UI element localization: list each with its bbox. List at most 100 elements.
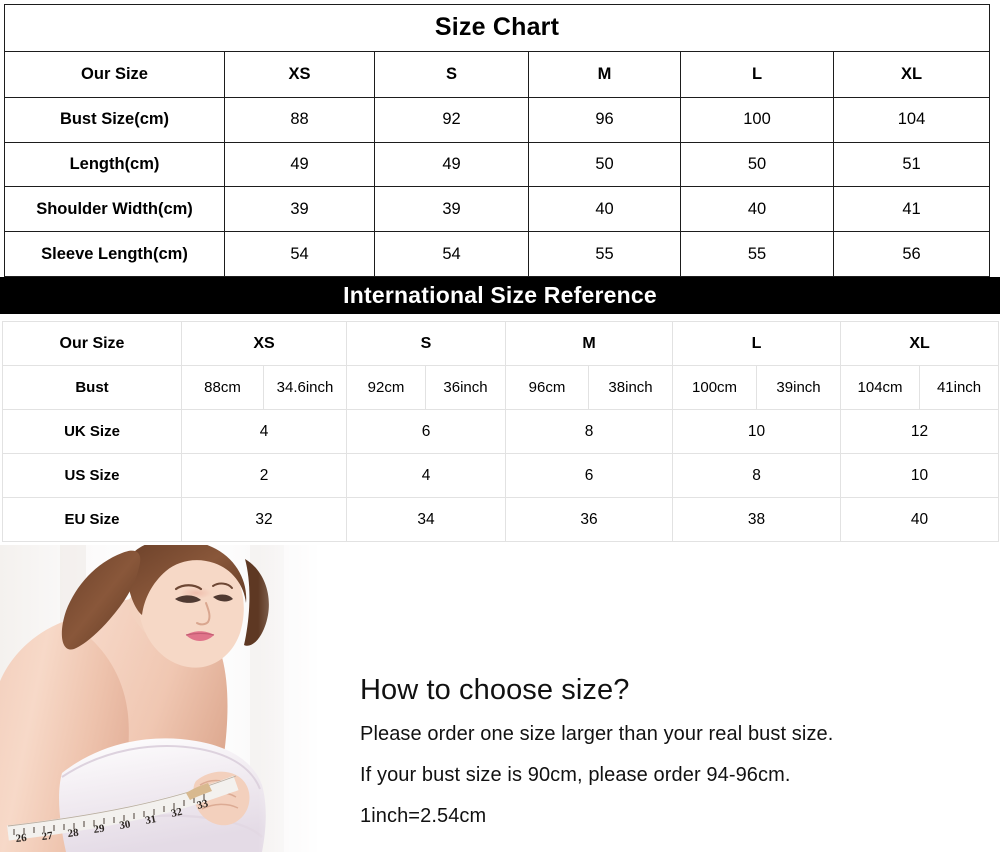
table-cell: 40	[528, 186, 681, 233]
eye-icon	[175, 595, 201, 603]
finger-line	[201, 803, 239, 810]
how-to-line: 1inch=2.54cm	[360, 805, 487, 827]
table-cell: 100	[680, 96, 834, 143]
international-size-banner: International Size Reference	[0, 277, 1000, 314]
size-chart-header-row: Our Size XS S M L XL	[4, 50, 991, 98]
table-cell: 10	[840, 453, 1000, 498]
column-header-xl: XL	[840, 321, 1000, 366]
table-cell: 8	[505, 409, 674, 454]
column-header-l: L	[680, 50, 834, 98]
table-cell: 6	[505, 453, 674, 498]
svg-text:27: 27	[41, 830, 54, 843]
table-cell: 104	[832, 96, 991, 143]
svg-text:33: 33	[196, 797, 210, 812]
table-row: US Size 2 4 6 8 10	[2, 453, 1000, 498]
table-cell: 40	[840, 497, 1000, 542]
eyebrow-icon	[212, 582, 233, 589]
table-cell-bust-inch: 36inch	[424, 365, 507, 410]
column-header-xl: XL	[832, 50, 991, 98]
table-cell-bust-cm: 96cm	[505, 365, 590, 410]
table-cell: 50	[680, 141, 834, 188]
table-row: Bust Size(cm) 88 92 96 100 104	[4, 96, 991, 143]
measuring-bust-photo: 26 27 28 29 30 31 32 33	[0, 545, 320, 852]
eyebrow-icon	[174, 584, 203, 591]
column-header-m: M	[505, 321, 674, 366]
svg-text:30: 30	[119, 818, 132, 832]
measuring-bust-illustration: 26 27 28 29 30 31 32 33	[0, 545, 320, 852]
column-header-our-size: Our Size	[4, 50, 225, 98]
lip-line	[185, 632, 215, 636]
svg-text:26: 26	[15, 832, 28, 845]
hair-shape	[127, 545, 247, 615]
head-shape	[135, 545, 244, 668]
photo-fade	[258, 545, 320, 852]
row-label: Bust Size(cm)	[4, 96, 225, 143]
table-cell: 4	[181, 409, 347, 454]
tape-measure	[7, 775, 239, 841]
table-cell: 38	[672, 497, 842, 542]
table-cell: 49	[374, 141, 529, 188]
table-cell: 55	[680, 231, 834, 277]
table-row: Sleeve Length(cm) 54 54 55 55 56	[4, 231, 991, 277]
column-header-xs: XS	[224, 50, 375, 98]
column-header-m: M	[528, 50, 681, 98]
table-cell-bust-cm: 104cm	[840, 365, 921, 410]
table-cell: 41	[832, 186, 991, 233]
table-row: UK Size 4 6 8 10 12	[2, 409, 1000, 454]
page-title: Size Chart	[3, 4, 991, 52]
row-label: US Size	[2, 453, 182, 498]
nose-icon	[196, 602, 211, 626]
table-cell: 88	[224, 96, 375, 143]
banner-title: International Size Reference	[343, 282, 657, 308]
table-cell: 54	[224, 231, 375, 277]
table-row: Length(cm) 49 49 50 50 51	[4, 141, 991, 188]
how-to-choose-size-section: How to choose size? Please order one siz…	[360, 674, 980, 827]
row-label: Sleeve Length(cm)	[4, 231, 225, 277]
table-cell: 49	[224, 141, 375, 188]
table-cell: 39	[374, 186, 529, 233]
how-to-line: If your bust size is 90cm, please order …	[360, 764, 791, 786]
table-cell: 32	[181, 497, 347, 542]
table-cell: 51	[832, 141, 991, 188]
table-cell: 39	[224, 186, 375, 233]
table-cell: 2	[181, 453, 347, 498]
column-header-xs: XS	[181, 321, 347, 366]
column-header-l: L	[672, 321, 842, 366]
column-header-s: S	[374, 50, 529, 98]
table-cell-bust-cm: 92cm	[346, 365, 426, 410]
size-chart-table: Size Chart Our Size XS S M L XL Bust Siz…	[3, 4, 991, 277]
table-row-bust: Bust 88cm 34.6inch 92cm 36inch 96cm 38in…	[2, 365, 1000, 410]
table-cell: 54	[374, 231, 529, 277]
top-edge	[61, 745, 261, 790]
eye-icon	[213, 594, 233, 602]
table-cell-bust-cm: 100cm	[672, 365, 758, 410]
svg-text:29: 29	[93, 822, 106, 835]
table-cell-bust-inch: 38inch	[588, 365, 674, 410]
row-label: Shoulder Width(cm)	[4, 186, 225, 233]
svg-text:28: 28	[67, 827, 80, 840]
table-cell: 10	[672, 409, 842, 454]
row-label: Length(cm)	[4, 141, 225, 188]
row-label: EU Size	[2, 497, 182, 542]
tape-clip	[186, 783, 212, 800]
table-cell: 34	[345, 497, 507, 542]
table-cell: 92	[374, 96, 529, 143]
table-cell: 12	[840, 409, 1000, 454]
table-cell: 56	[832, 231, 991, 277]
column-header-s: S	[345, 321, 507, 366]
svg-text:32: 32	[170, 806, 184, 820]
hair-strand	[61, 550, 141, 650]
how-to-heading: How to choose size?	[360, 674, 630, 706]
table-cell: 50	[528, 141, 681, 188]
table-cell: 36	[505, 497, 674, 542]
table-row: EU Size 32 34 36 38 40	[2, 497, 1000, 542]
table-cell: 8	[672, 453, 842, 498]
row-label: Bust	[2, 365, 182, 410]
row-label: UK Size	[2, 409, 182, 454]
table-cell-bust-inch: 41inch	[919, 365, 1000, 410]
size-chart-title-row: Size Chart	[3, 4, 991, 52]
table-cell: 6	[345, 409, 507, 454]
tape-numbers: 26 27 28 29 30 31 32 33	[15, 797, 210, 845]
column-header-our-size: Our Size	[2, 321, 182, 366]
